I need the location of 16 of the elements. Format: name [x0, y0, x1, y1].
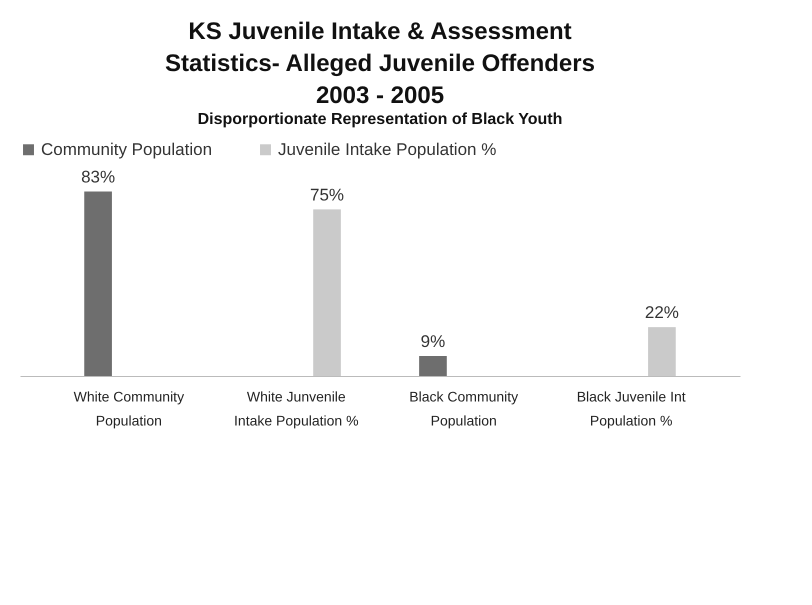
- legend-label: Juvenile Intake Population %: [278, 140, 496, 159]
- x-tick-label: White Community Population: [74, 388, 184, 428]
- bar: [419, 356, 447, 376]
- x-tick-label: White Junvenile Intake Population %: [234, 388, 359, 428]
- data-label: 83%: [81, 168, 116, 187]
- x-tick-label: Black Juvenile Int Population %: [576, 388, 686, 428]
- bar: [84, 192, 112, 376]
- data-label: 22%: [644, 303, 679, 322]
- legend-label: Community Population: [41, 140, 212, 159]
- bar: [648, 327, 676, 376]
- data-label: 9%: [420, 332, 446, 351]
- chart-subtitle: Disporportionate Representation of Black Youth: [198, 111, 562, 128]
- x-tick-label: Black Community Population: [409, 388, 518, 428]
- bar: [313, 209, 341, 376]
- data-label: 75%: [310, 185, 344, 204]
- chart-title: KS Juvenile Intake & Assessment Statistics- Alleged Juvenile Offenders 2003 - 2005: [165, 18, 595, 109]
